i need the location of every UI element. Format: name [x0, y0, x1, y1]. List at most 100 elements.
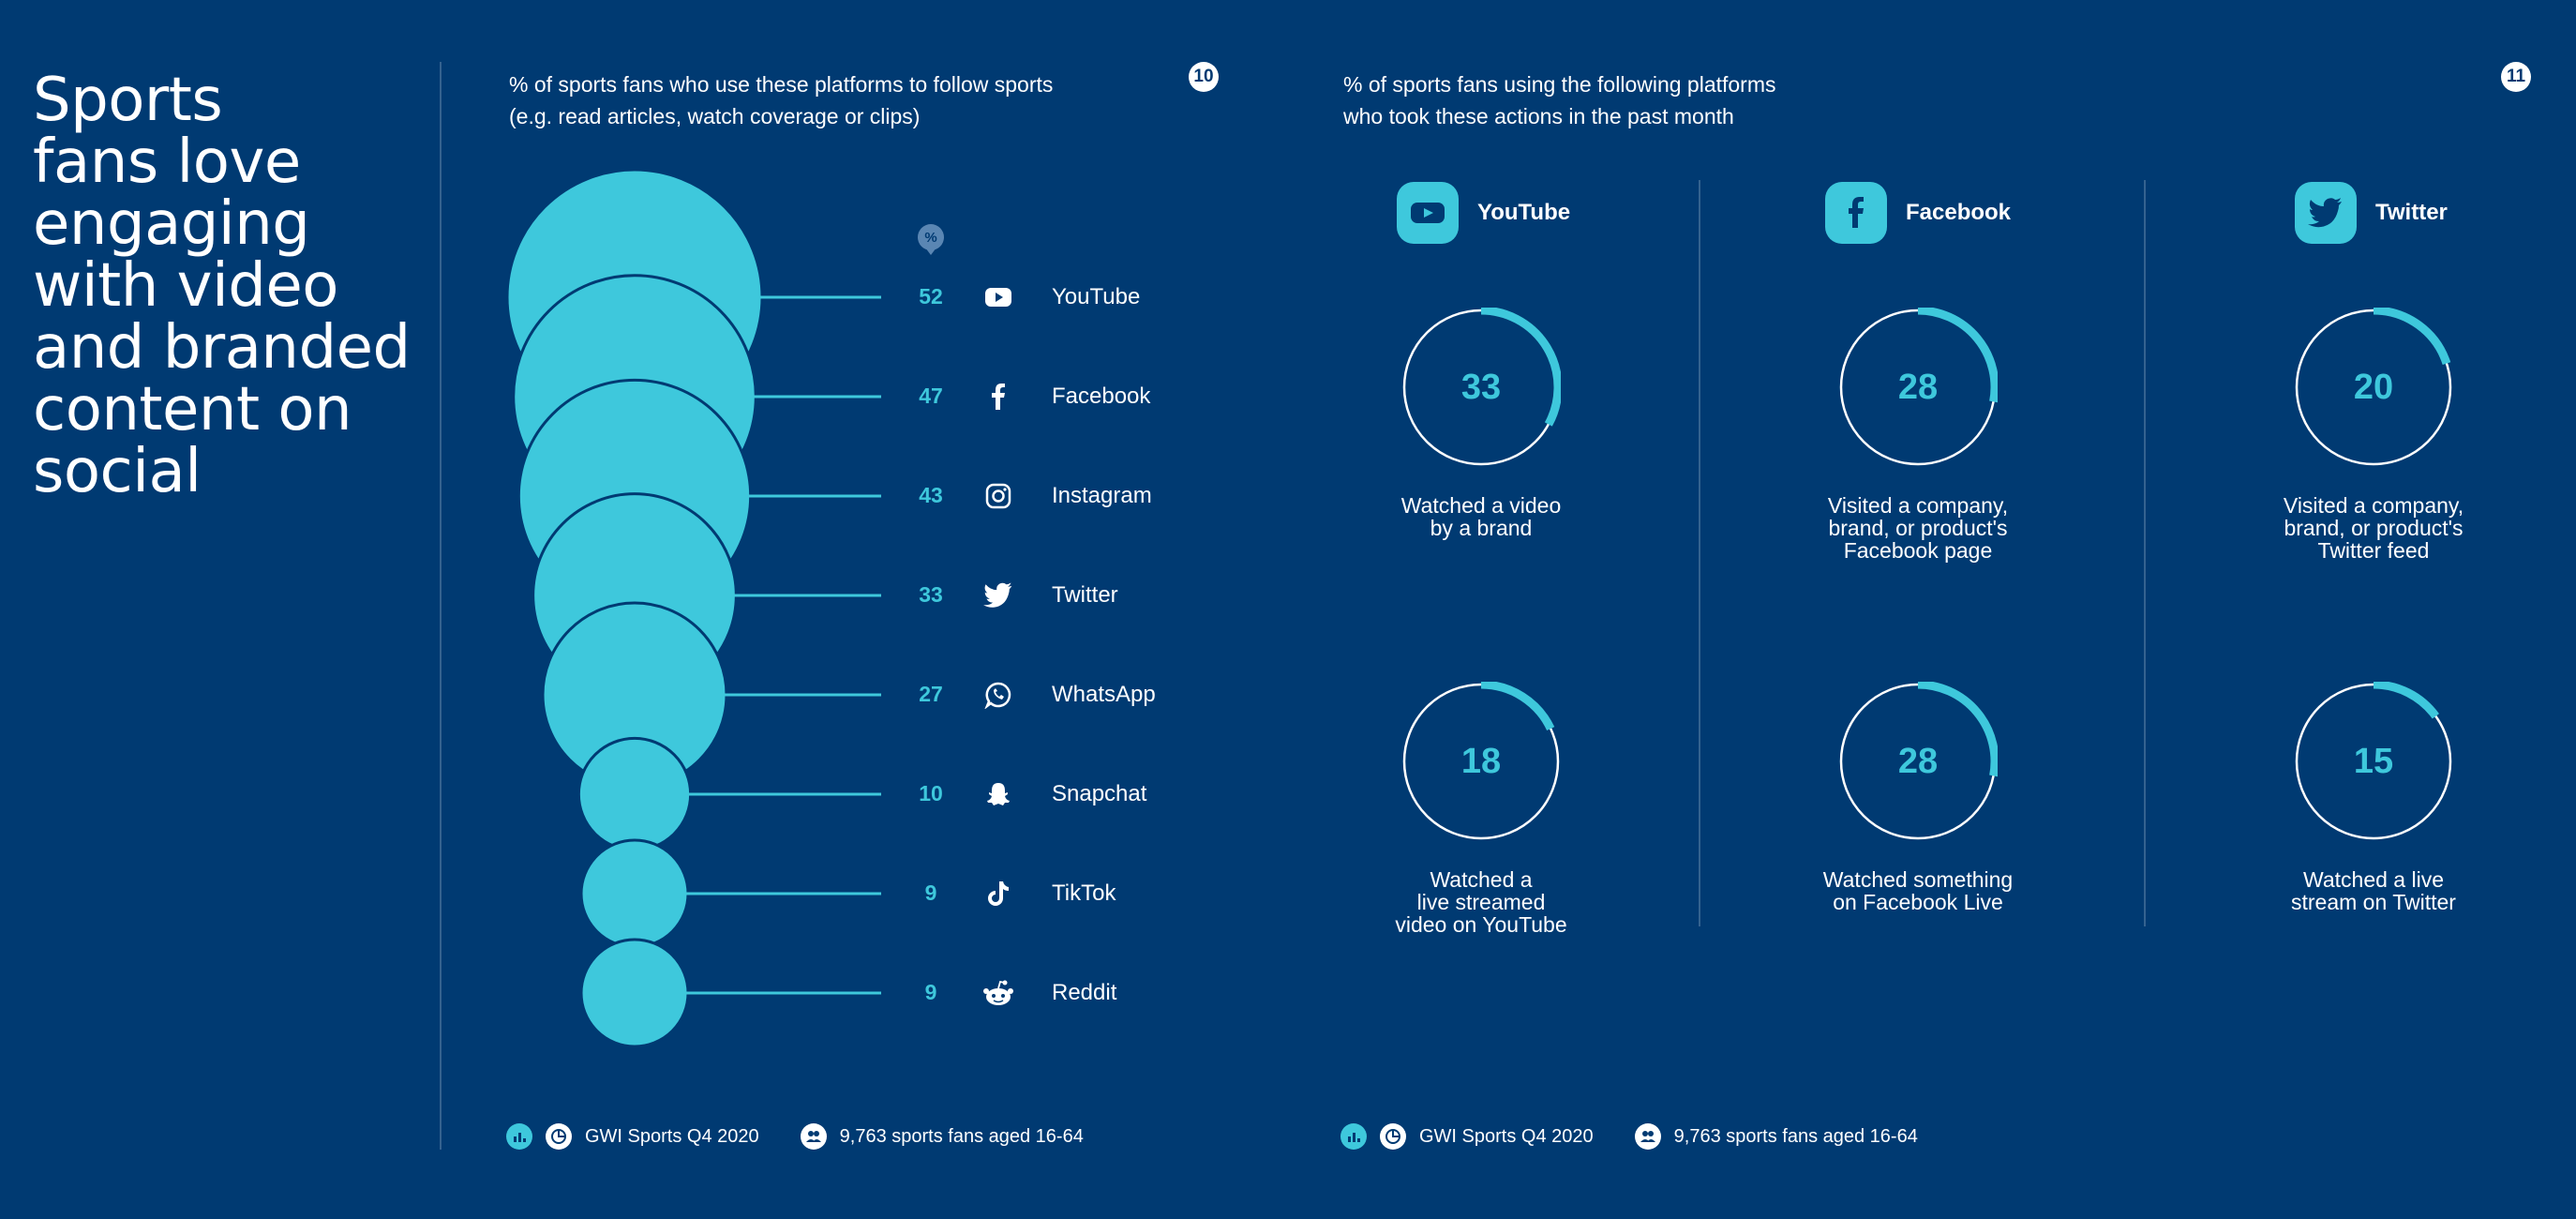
platform-label: YouTube [1052, 284, 1141, 309]
gauge-arc [1917, 682, 1998, 777]
source-text: GWI Sports Q4 2020 [585, 1125, 759, 1147]
page-number-badge: 11 [2501, 62, 2531, 92]
gauge-caption: Watched something on Facebook Live [1777, 868, 2059, 913]
headline-line: content on [33, 375, 352, 444]
globe-source-icon [1380, 1123, 1406, 1150]
gauge-caption: Watched a live stream on Twitter [2233, 868, 2514, 913]
facebook-column-header: Facebook [1825, 182, 2011, 244]
value-label: 43 [919, 483, 943, 507]
subtitle-line: % of sports fans who use these platforms… [509, 72, 1054, 97]
page-number-badge: 10 [1189, 62, 1219, 92]
subtitle-line: (e.g. read articles, watch coverage or c… [509, 104, 921, 128]
facebook-icon [1825, 182, 1887, 244]
gauge-caption: Visited a company, brand, or product's Fac… [1777, 494, 2059, 562]
caption-line: Facebook page [1843, 538, 1993, 563]
audience-icon [1634, 1123, 1661, 1150]
caption-line: Visited a company, [1827, 493, 2009, 518]
right-footer: GWI Sports Q4 2020 9,763 sports fans age… [1340, 1123, 1918, 1150]
caption-line: Visited a company, [2283, 493, 2464, 518]
platform-label: Twitter [1052, 582, 1118, 608]
tiktok-icon [981, 877, 1015, 910]
column-title: Twitter [2375, 200, 2448, 225]
percent-marker-label: % [924, 230, 936, 246]
subtitle-line: who took these actions in the past month [1343, 104, 1734, 128]
caption-line: Watched something [1822, 867, 2014, 892]
base-text: 9,763 sports fans aged 16-64 [839, 1125, 1084, 1147]
value-label: 10 [919, 781, 943, 805]
youtube-icon [1397, 182, 1459, 244]
platform-label: TikTok [1052, 880, 1116, 906]
leader-line-group [686, 295, 881, 995]
headline-line: engaging [33, 189, 310, 259]
gauge-value: 28 [1897, 368, 1939, 407]
gauge-twitter-1: 20 [2294, 308, 2453, 467]
bubble-reddit [579, 938, 690, 1048]
caption-line: Watched a [1430, 867, 1533, 892]
left-footer: GWI Sports Q4 2020 9,763 sports fans age… [506, 1123, 1084, 1150]
caption-line: on Facebook Live [1833, 890, 2003, 914]
gauge-arc [1480, 308, 1561, 427]
gauge-value: 18 [1460, 742, 1502, 781]
column-title: Facebook [1906, 200, 2012, 225]
value-label: 9 [924, 980, 937, 1004]
section-divider [440, 62, 442, 1150]
value-label: 52 [919, 284, 943, 309]
column-divider [1699, 180, 1700, 926]
caption-line: brand, or product's [1828, 516, 2008, 540]
base-text: 9,763 sports fans aged 16-64 [1673, 1125, 1918, 1147]
value-label: 9 [924, 880, 937, 905]
caption-line: brand, or product's [2284, 516, 2464, 540]
gauge-twitter-2: 15 [2294, 682, 2453, 841]
bubble-snapchat [577, 736, 693, 852]
gauge-arc [2373, 308, 2451, 366]
gauge-caption: Watched a video by a brand [1340, 494, 1622, 539]
caption-line: live streamed [1416, 890, 1546, 914]
percent-marker-icon: % [918, 224, 944, 255]
headline-line: Sports [33, 66, 223, 135]
youtube-icon [981, 280, 1015, 314]
platform-label: Facebook [1052, 384, 1151, 409]
caption-line: stream on Twitter [2291, 890, 2456, 914]
gauge-caption: Watched a live streamed video on YouTube [1340, 868, 1622, 936]
headline-line: fans love [33, 128, 301, 197]
gauge-caption: Visited a company, brand, or product's Twi… [2233, 494, 2514, 562]
facebook-icon [981, 380, 1015, 414]
headline-line: and branded [33, 313, 411, 383]
headline-line: with video [33, 251, 338, 321]
gauge-arc [2373, 682, 2439, 719]
value-label: 47 [919, 384, 943, 408]
gauge-arc [1480, 682, 1555, 731]
gauge-arc [1917, 308, 1998, 403]
gauge-facebook-2: 28 [1838, 682, 1998, 841]
chart-stats-icon [1340, 1123, 1367, 1150]
caption-line: by a brand [1430, 516, 1533, 540]
snapchat-icon [981, 777, 1015, 811]
source-text: GWI Sports Q4 2020 [1419, 1125, 1594, 1147]
twitter-icon [981, 579, 1015, 612]
gauge-value: 33 [1460, 368, 1502, 407]
reddit-icon [981, 976, 1015, 1010]
twitter-icon [2295, 182, 2357, 244]
instagram-icon [981, 479, 1015, 513]
headline: Sports fans love engaging with video and… [33, 69, 427, 503]
column-divider [2144, 180, 2146, 926]
column-title: YouTube [1477, 200, 1571, 225]
left-chart-subtitle: % of sports fans who use these platforms… [509, 68, 1053, 132]
subtitle-line: % of sports fans using the following pla… [1343, 72, 1776, 97]
youtube-column-header: YouTube [1397, 182, 1570, 244]
gauge-value: 15 [2353, 742, 2394, 781]
twitter-column-header: Twitter [2295, 182, 2448, 244]
bubble-tiktok [579, 838, 690, 949]
headline-line: social [33, 437, 202, 506]
platform-label: Instagram [1052, 483, 1152, 508]
gauge-youtube-2: 18 [1401, 682, 1561, 841]
gauge-youtube-1: 33 [1401, 308, 1561, 467]
value-label: 27 [919, 682, 943, 706]
platform-label: WhatsApp [1052, 682, 1156, 707]
caption-line: Watched a video [1400, 493, 1562, 518]
caption-line: video on YouTube [1395, 912, 1567, 937]
value-label: 33 [919, 582, 943, 607]
bubble-chart [505, 168, 881, 1048]
caption-line: Watched a live [2303, 867, 2444, 892]
whatsapp-icon [981, 678, 1015, 712]
